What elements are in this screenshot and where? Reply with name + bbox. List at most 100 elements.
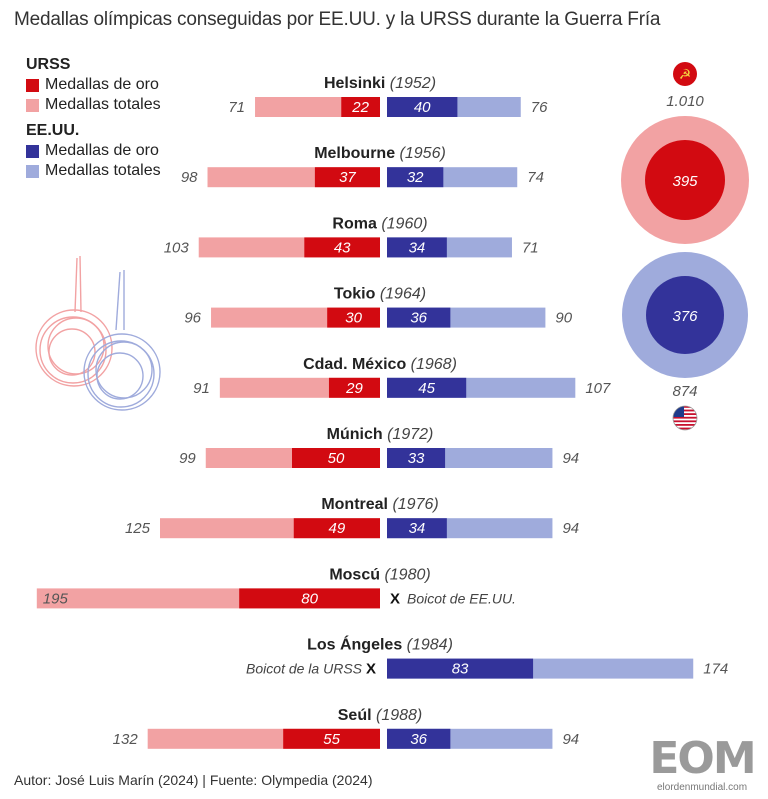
usa-gold-bar [387, 658, 534, 679]
legend-urss-gold-label: Medallas de oro [45, 76, 159, 93]
usa-gold-label: 40 [414, 99, 431, 116]
urss-gold-bar [304, 237, 380, 258]
urss-gold-label: 55 [323, 731, 340, 748]
usa-gold-label: 34 [409, 520, 426, 537]
boycott-mark: X [390, 590, 400, 607]
game-year: (1972) [387, 426, 433, 443]
urss-gold-bar [341, 97, 380, 117]
game-row: Montreal (1976) 49 125 34 94 [125, 496, 579, 539]
usa-gold-label: 83 [452, 661, 469, 678]
hammer-sickle-glyph: ☭ [679, 67, 692, 83]
game-header: Múnich (1972) [327, 426, 434, 443]
game-year: (1980) [384, 566, 430, 583]
legend-usa-total: Medallas totales [26, 161, 161, 181]
soviet-flag-icon [673, 62, 697, 86]
game-year: (1956) [400, 145, 446, 162]
legend-urss-total-label: Medallas totales [45, 96, 161, 113]
urss-gold-label: 49 [329, 520, 346, 537]
legend-urss-total: Medallas totales [26, 95, 161, 115]
olympic-rings-icon [35, 255, 161, 411]
urss-total-label: 71 [228, 99, 245, 116]
game-row: Tokio (1964) 30 96 36 90 [184, 286, 573, 328]
usa-total-label: 76 [531, 99, 548, 116]
legend-urss-header: URSS [26, 56, 71, 73]
game-header: Montreal (1976) [321, 496, 438, 513]
brand-logo: EOM elordenmundial.com [640, 736, 764, 794]
game-year: (1960) [381, 215, 427, 232]
game-header: Cdad. México (1968) [303, 356, 457, 373]
urss-boycott-note: Boicot de la URSS [246, 661, 363, 677]
urss-gold-label: 80 [301, 590, 318, 607]
usa-gold-label: 33 [408, 450, 425, 467]
game-year: (1952) [390, 75, 436, 92]
legend-urss-gold-swatch [26, 78, 39, 92]
urss-total-label: 132 [113, 731, 139, 748]
usa-total-label: 107 [585, 380, 611, 397]
game-header: Los Ángeles (1984) [307, 635, 453, 654]
urss-gold-bar [293, 518, 380, 539]
urss-total-label: 195 [43, 590, 69, 607]
usa-total-label: 94 [562, 731, 579, 748]
us-flag-stripe [673, 406, 697, 408]
legend-urss-total-swatch [26, 98, 39, 112]
urss-gold-bar [314, 167, 380, 188]
game-year: (1984) [407, 637, 453, 654]
usa-gold-bar [387, 307, 451, 328]
urss-total-sum: 1.010 [666, 93, 704, 110]
us-flag-canton [673, 406, 684, 417]
urss-gold-bar [327, 307, 380, 328]
brand-url: elordenmundial.com [656, 782, 748, 793]
totals-panel: ☭ 1.010 395 376 874 [621, 62, 749, 431]
game-rows: Helsinki (1952) 22 71 40 76 Melbourne (1956) 3… [36, 75, 728, 749]
game-row: Múnich (1972) 50 99 33 94 [179, 426, 579, 468]
us-flag-stripe [673, 413, 697, 415]
game-year: (1964) [380, 286, 426, 303]
urss-total-label: 96 [184, 310, 201, 327]
usa-gold-bar [387, 237, 447, 258]
legend-usa-total-label: Medallas totales [45, 162, 161, 179]
urss-gold-sum: 395 [672, 173, 698, 190]
game-header: Seúl (1988) [338, 707, 422, 724]
us-flag-stripe [673, 420, 697, 423]
game-city: Montreal [321, 496, 392, 513]
game-header: Tokio (1964) [334, 286, 426, 303]
usa-gold-label: 45 [418, 380, 435, 397]
game-year: (1988) [376, 707, 422, 724]
usa-gold-label: 36 [410, 310, 427, 327]
usa-total-label: 94 [562, 450, 579, 467]
us-flag-stripe [673, 409, 697, 412]
game-row: Seúl (1988) 55 132 36 94 [113, 707, 579, 749]
urss-total-label: 103 [164, 239, 190, 256]
us-flag-border [672, 405, 698, 431]
legend-urss-gold: Medallas de oro [26, 75, 161, 95]
usa-gold-label: 34 [409, 239, 426, 256]
urss-total-label: 98 [181, 169, 198, 186]
urss-total-label: 125 [125, 520, 151, 537]
game-city: Los Ángeles [307, 635, 407, 654]
game-row: Melbourne (1956) 37 98 32 74 [181, 145, 544, 188]
urss-total-label: 91 [193, 380, 210, 397]
legend: URSS Medallas de oro Medallas totales EE… [26, 55, 161, 181]
game-row: Cdad. México (1968) 29 91 45 107 [193, 356, 611, 398]
game-header: Moscú (1980) [329, 566, 430, 583]
game-year: (1976) [392, 496, 438, 513]
usa-gold-bar [387, 728, 451, 749]
footer-credits: Autor: José Luis Marín (2024) | Fuente: … [14, 772, 373, 788]
usa-total-label: 94 [562, 520, 579, 537]
legend-usa-header: EE.UU. [26, 122, 80, 139]
urss-gold-label: 29 [345, 380, 363, 397]
legend-usa-total-swatch [26, 164, 39, 178]
game-city: Helsinki [324, 75, 390, 92]
game-header: Melbourne (1956) [314, 145, 446, 162]
chart-title: Medallas olímpicas conseguidas por EE.UU… [14, 9, 661, 30]
usa-gold-bar [387, 518, 447, 539]
usa-total-label: 90 [555, 310, 572, 327]
game-row: Moscú (1980) 80 195 X Boicot de EE.UU. [36, 566, 516, 609]
brand-mark: EOM [649, 733, 756, 784]
boycott-mark: X [366, 661, 376, 678]
urss-gold-label: 22 [351, 99, 369, 116]
usa-gold-sum: 376 [672, 308, 698, 325]
us-flag-stripe [673, 424, 697, 426]
usa-gold-bar [387, 377, 467, 398]
